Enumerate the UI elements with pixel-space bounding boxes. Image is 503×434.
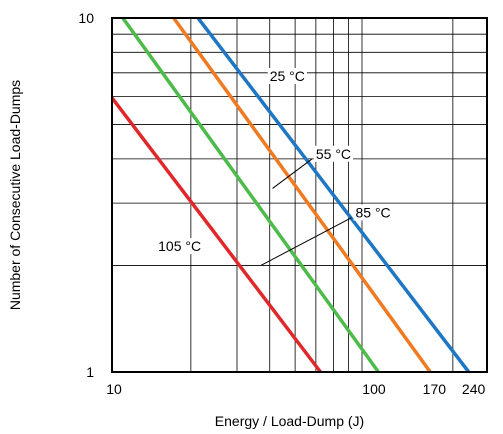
annotation-label: 85 °C — [355, 204, 390, 220]
annotation-label: 55 °C — [316, 146, 351, 162]
annotation-label-bg — [313, 145, 354, 162]
y-tick-label: 10 — [78, 10, 94, 26]
annotation-label: 105 °C — [158, 238, 201, 254]
series-line-105c — [110, 96, 322, 374]
annotation-label-bg — [156, 238, 204, 255]
plot-frame — [111, 17, 488, 373]
x-tick-label: 100 — [362, 381, 386, 397]
annotation-label-bg — [353, 204, 393, 221]
series-layer — [110, 16, 471, 374]
x-tick-label: 240 — [462, 381, 486, 397]
annotation-layer: 25 °C 55 °C 85 °C 105 °C — [156, 67, 393, 266]
y-axis-title: Number of Consecutive Load-Dumps — [7, 80, 23, 310]
annotation-label-bg — [267, 67, 307, 84]
series-line-25c — [196, 16, 471, 374]
x-tick-label: 10 — [106, 381, 122, 397]
y-tick-label: 1 — [86, 364, 94, 380]
series-line-85c — [121, 16, 380, 374]
annotation-label: 25 °C — [270, 68, 305, 84]
annotation-leader — [260, 217, 352, 266]
series-line-55c — [172, 16, 432, 374]
tick-labels: 10 100 170 240 1 10 — [78, 10, 485, 397]
annotation-leader — [272, 158, 313, 189]
x-axis-title: Energy / Load-Dump (J) — [215, 413, 364, 429]
x-tick-label: 170 — [423, 381, 447, 397]
